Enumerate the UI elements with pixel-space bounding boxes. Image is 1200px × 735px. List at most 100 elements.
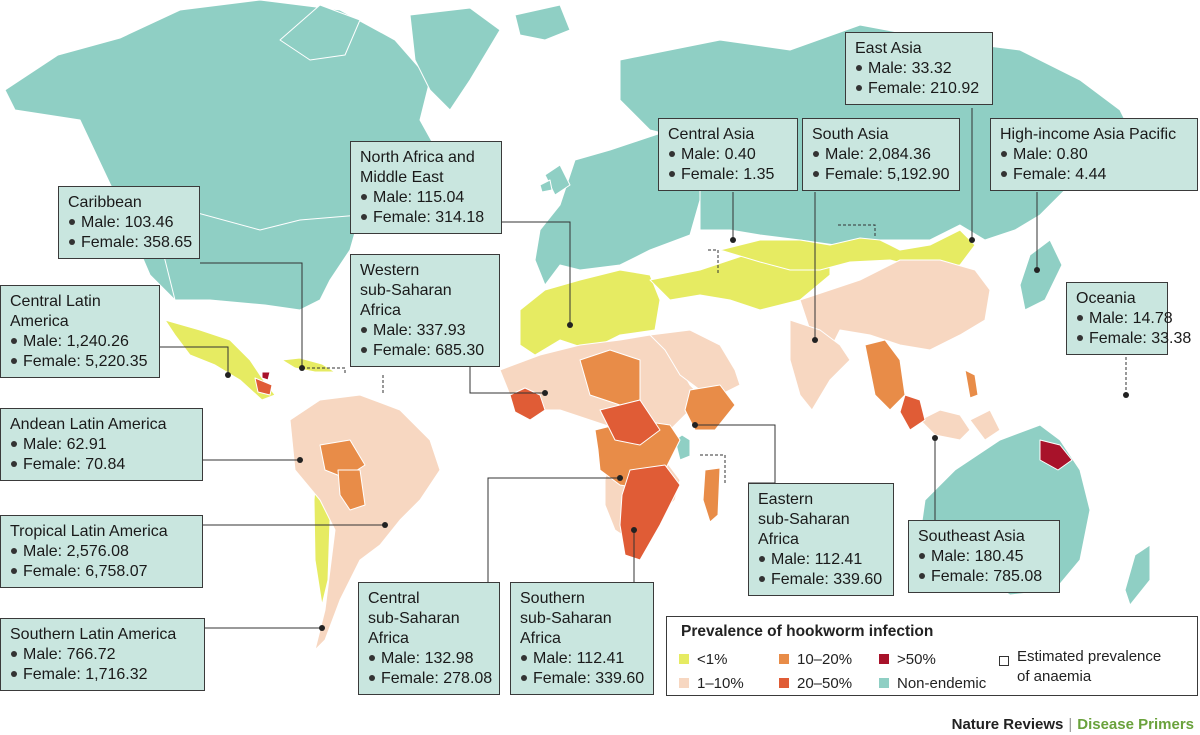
region-box-southern-latin-america: Southern Latin America Male: 766.72 Female… [0, 618, 205, 691]
female-value: 210.92 [930, 80, 980, 97]
male-value: 766.72 [66, 646, 116, 663]
male-label: Male: [1013, 146, 1057, 163]
bullet-icon [669, 170, 675, 177]
female-value: 314.18 [435, 209, 485, 226]
region-title: Oceania [1076, 290, 1136, 307]
legend-swatch [879, 678, 889, 689]
male-label: Male: [868, 60, 912, 77]
region-box-north-africa-middle-east: North Africa and Middle East Male: 115.04… [350, 141, 502, 234]
region-horn-africa [684, 384, 736, 431]
region-female-row: Female: 6,758.07 [10, 562, 193, 582]
region-myanmar-thailand [864, 339, 906, 411]
region-title: North Africa and Middle East [360, 149, 475, 186]
region-title: Tropical Latin America [10, 523, 168, 540]
region-male-row: Male: 0.40 [668, 145, 788, 165]
region-female-row: Female: 339.60 [520, 669, 644, 689]
region-box-tropical-latin-america: Tropical Latin America Male: 2,576.08 Fema… [0, 515, 203, 588]
female-value: 339.60 [595, 670, 645, 687]
male-value: 0.80 [1056, 146, 1088, 163]
male-value: 2,576.08 [66, 543, 129, 560]
marker-andean-latin-america [297, 457, 303, 463]
bullet-icon [813, 170, 819, 177]
bullet-icon [856, 64, 862, 71]
leader-line-central-latin-america [160, 346, 229, 375]
region-female-row: Female: 210.92 [855, 79, 983, 99]
male-label: Male: [931, 548, 975, 565]
bullet-icon [361, 193, 367, 200]
credit-series: Disease Primers [1077, 716, 1194, 733]
region-usa [149, 199, 361, 311]
bullet-icon [361, 213, 367, 220]
legend-title: Prevalence of hookworm infection [681, 623, 934, 640]
marker-central-ssa [617, 475, 623, 481]
region-cuba [281, 357, 336, 373]
male-label: Male: [23, 543, 67, 560]
map-legend: Prevalence of hookworm infection <1% 1–10… [666, 616, 1198, 696]
marker-high-income-asia-pacific [1034, 267, 1040, 273]
region-mexico [164, 319, 276, 401]
legend-item: 10–20% [779, 651, 852, 668]
region-male-row: Male: 115.04 [360, 188, 492, 208]
female-label: Female: [681, 166, 744, 183]
region-title: Southeast Asia [918, 528, 1025, 545]
female-value: 785.08 [993, 568, 1043, 585]
bullet-icon [669, 150, 675, 157]
region-female-row: Female: 33.38 [1076, 329, 1191, 349]
bullet-icon [11, 650, 17, 657]
region-male-row: Male: 2,576.08 [10, 542, 193, 562]
female-label: Female: [373, 209, 436, 226]
region-box-eastern-ssa: Eastern sub-Saharan Africa Male: 112.41 Fe… [748, 483, 894, 596]
marker-south-asia [812, 337, 818, 343]
bullet-icon [759, 575, 765, 582]
female-value: 4.44 [1075, 166, 1107, 183]
region-title: High-income Asia Pacific [1000, 126, 1177, 143]
region-box-south-asia: South Asia Male: 2,084.36 Female: 5,192.90 [802, 118, 960, 191]
region-borneo [919, 409, 971, 441]
marker-southeast-asia [932, 435, 938, 441]
region-female-row: Female: 685.30 [360, 341, 490, 361]
male-value: 1,240.26 [66, 333, 129, 350]
leader-line-caribbean [200, 262, 303, 368]
bullet-icon [11, 547, 17, 554]
credit-publisher: Nature Reviews [951, 716, 1064, 733]
bullet-icon [1077, 314, 1083, 321]
male-value: 103.46 [124, 214, 174, 231]
female-label: Female: [771, 571, 834, 588]
legend-swatch [879, 654, 889, 665]
bullet-icon [11, 357, 17, 364]
region-title: Caribbean [68, 194, 142, 211]
marker-north-africa-middle-east [567, 322, 573, 328]
region-title: Eastern sub-Saharan Africa [758, 491, 850, 548]
female-value: 1.35 [743, 166, 775, 183]
legend-item: <1% [679, 651, 727, 668]
region-male-row: Male: 14.78 [1076, 309, 1173, 329]
region-papua-new-guinea [1039, 439, 1073, 471]
region-congo [599, 399, 661, 446]
region-southern-africa-east [619, 464, 681, 561]
female-value: 6,758.07 [85, 563, 148, 580]
region-male-row: Male: 62.91 [10, 435, 193, 455]
female-value: 5,192.90 [887, 166, 950, 183]
region-male-row: Male: 33.32 [855, 59, 983, 79]
leader-line-caribbean-extra [302, 367, 346, 375]
region-male-row: Male: 2,084.36 [812, 145, 950, 165]
region-male-row: Male: 112.41 [758, 550, 884, 570]
region-arctic-island-1 [279, 4, 361, 61]
marker-southern-ssa [631, 527, 637, 533]
bullet-icon [11, 567, 17, 574]
region-sulawesi [969, 409, 1001, 441]
female-label: Female: [23, 666, 86, 683]
legend-anaemia: Estimated prevalence of anaemia [999, 648, 1161, 687]
female-label: Female: [23, 563, 86, 580]
leader-line-western-ssa [469, 365, 545, 394]
female-label: Female: [23, 353, 86, 370]
leader-line-north-africa-middle-east [500, 221, 571, 325]
male-label: Male: [381, 650, 425, 667]
region-madagascar [702, 467, 721, 523]
female-value: 70.84 [85, 456, 126, 473]
female-label: Female: [81, 234, 144, 251]
female-label: Female: [533, 670, 596, 687]
region-title: Central Asia [668, 126, 755, 143]
female-label: Female: [868, 80, 931, 97]
male-value: 2,084.36 [868, 146, 931, 163]
